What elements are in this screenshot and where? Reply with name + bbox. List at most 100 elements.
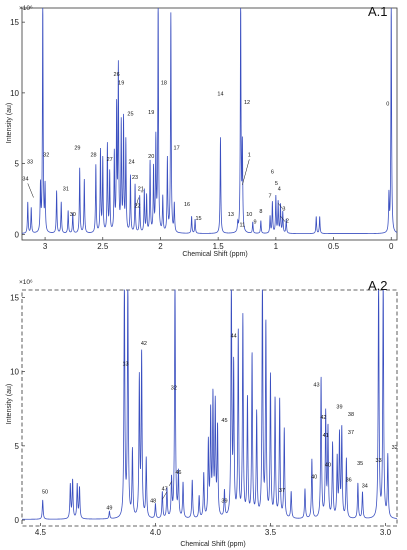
peak-annotation: 36 bbox=[346, 477, 352, 483]
peak-annotation: 8 bbox=[259, 209, 262, 215]
peak-annotation: 30 bbox=[70, 212, 76, 218]
peak-leader-line bbox=[280, 215, 286, 222]
x-tick-label: 3.0 bbox=[380, 528, 392, 537]
peak-annotation: 34 bbox=[22, 177, 28, 183]
peak-annotation: 5 bbox=[275, 181, 278, 187]
peak-annotation: 49 bbox=[106, 506, 112, 512]
panel-a2-label: A.2 bbox=[368, 278, 388, 293]
peak-annotation: 20 bbox=[148, 154, 154, 160]
peak-annotation: 24 bbox=[129, 160, 135, 166]
peak-annotation: 11 bbox=[240, 223, 246, 229]
peak-annotation: 42 bbox=[141, 341, 147, 347]
y-tick-label: 10 bbox=[10, 89, 19, 98]
peak-leader-line bbox=[242, 159, 250, 185]
x-tick-label: 1 bbox=[274, 242, 279, 251]
peak-annotation: 18 bbox=[161, 80, 167, 86]
peak-annotation: 37 bbox=[279, 488, 285, 494]
panel-a1-x-axis-label: Chemical Shift (ppm) bbox=[182, 251, 247, 258]
peak-annotation: 47 bbox=[162, 486, 168, 492]
peak-annotation: 39 bbox=[221, 498, 227, 504]
peak-annotation: 40 bbox=[311, 475, 317, 481]
peak-leader-line bbox=[27, 183, 34, 198]
peak-annotation: 45 bbox=[221, 418, 227, 424]
peak-annotation: 29 bbox=[74, 145, 80, 151]
x-tick-label: 4.5 bbox=[35, 528, 47, 537]
x-tick-label: 0 bbox=[389, 242, 394, 251]
x-tick-label: 3.5 bbox=[265, 528, 277, 537]
peak-annotation: 1 bbox=[248, 153, 251, 159]
peak-annotation: 42 bbox=[320, 415, 326, 421]
y-tick-label: 5 bbox=[15, 160, 20, 169]
peak-annotation: 23 bbox=[132, 175, 138, 181]
peak-annotation: 10 bbox=[246, 212, 252, 218]
x-tick-label: 3 bbox=[43, 242, 48, 251]
peak-annotation: 22 bbox=[134, 203, 140, 209]
peak-annotation: 37 bbox=[348, 430, 354, 436]
y-tick-label: 15 bbox=[10, 293, 19, 302]
x-tick-label: 1.5 bbox=[213, 242, 225, 251]
x-tick-label: 4.0 bbox=[150, 528, 162, 537]
peak-annotation: 43 bbox=[313, 382, 319, 388]
peak-annotation: 27 bbox=[107, 157, 113, 163]
x-tick-label: 2 bbox=[158, 242, 163, 251]
peak-leader-line bbox=[135, 197, 139, 207]
peak-annotation: 0 bbox=[386, 102, 389, 108]
peak-annotation: 33 bbox=[27, 160, 33, 166]
peak-annotation: 50 bbox=[42, 489, 48, 495]
peak-annotation: 41 bbox=[323, 433, 329, 439]
peak-annotation: 19 bbox=[118, 80, 124, 86]
peak-annotation: 15 bbox=[195, 216, 201, 222]
peak-annotation: 26 bbox=[114, 72, 120, 78]
peak-annotation: 34 bbox=[362, 483, 368, 489]
peak-annotation: 2 bbox=[286, 218, 289, 224]
peak-annotation: 35 bbox=[357, 461, 363, 467]
panel-a2: 4.5 4.0 3.5 3.0 0 5 10 15 13 42 32 44 45 46 47 48 49 50 3… bbox=[6, 278, 398, 548]
panel-a1-scale-label: ×10⁶ bbox=[19, 5, 33, 12]
peak-leader-line bbox=[162, 491, 168, 500]
peak-annotation: 21 bbox=[138, 186, 144, 192]
peak-annotation: 25 bbox=[127, 112, 133, 118]
peak-annotation: 40 bbox=[325, 463, 331, 469]
peak-annotation: 16 bbox=[184, 202, 190, 208]
y-tick-label: 10 bbox=[10, 368, 19, 377]
y-tick-label: 0 bbox=[15, 516, 20, 525]
peak-leader-line bbox=[169, 481, 172, 487]
panel-a2-spectrum-line bbox=[22, 289, 397, 520]
y-tick-label: 5 bbox=[15, 442, 20, 451]
panel-a1-y-axis-label: Intensity (au) bbox=[6, 103, 13, 143]
peak-annotation: 32 bbox=[171, 385, 177, 391]
panel-a1-spectrum-line bbox=[21, 7, 398, 234]
peak-annotation: 7 bbox=[269, 194, 272, 200]
peak-annotation: 13 bbox=[122, 362, 128, 368]
peak-annotation: 32 bbox=[43, 153, 49, 159]
peak-annotation: 33 bbox=[376, 458, 382, 464]
peak-annotation: 17 bbox=[174, 145, 180, 151]
peak-annotation: 14 bbox=[217, 92, 223, 98]
panel-a2-x-axis-label: Chemical Shift (ppm) bbox=[180, 541, 245, 548]
peak-leader-line bbox=[277, 203, 283, 210]
peak-annotation: 3 bbox=[282, 206, 285, 212]
peak-annotation: 31 bbox=[63, 186, 69, 192]
peak-annotation: 9 bbox=[254, 220, 257, 226]
y-tick-label: 0 bbox=[15, 230, 20, 239]
x-tick-label: 2.5 bbox=[97, 242, 109, 251]
panel-a1-label: A.1 bbox=[368, 4, 388, 19]
panel-a1-frame bbox=[21, 7, 398, 241]
panel-a2-y-axis-label: Intensity (au) bbox=[6, 384, 13, 424]
peak-annotation: 46 bbox=[175, 470, 181, 476]
x-tick-label: 0.5 bbox=[328, 242, 340, 251]
peak-annotation: 28 bbox=[90, 153, 96, 159]
y-tick-label: 15 bbox=[10, 18, 19, 27]
peak-annotation: 44 bbox=[231, 333, 237, 339]
peak-annotation: 32 bbox=[392, 445, 398, 451]
peak-annotation: 13 bbox=[228, 212, 234, 218]
peak-annotation: 39 bbox=[336, 405, 342, 411]
peak-annotation: 48 bbox=[150, 498, 156, 504]
peak-annotation: 12 bbox=[244, 100, 250, 106]
peak-annotation: 6 bbox=[271, 170, 274, 176]
peak-annotation: 19 bbox=[148, 110, 154, 116]
panel-a2-scale-label: ×10⁶ bbox=[19, 279, 33, 286]
peak-annotation: 38 bbox=[348, 412, 354, 418]
